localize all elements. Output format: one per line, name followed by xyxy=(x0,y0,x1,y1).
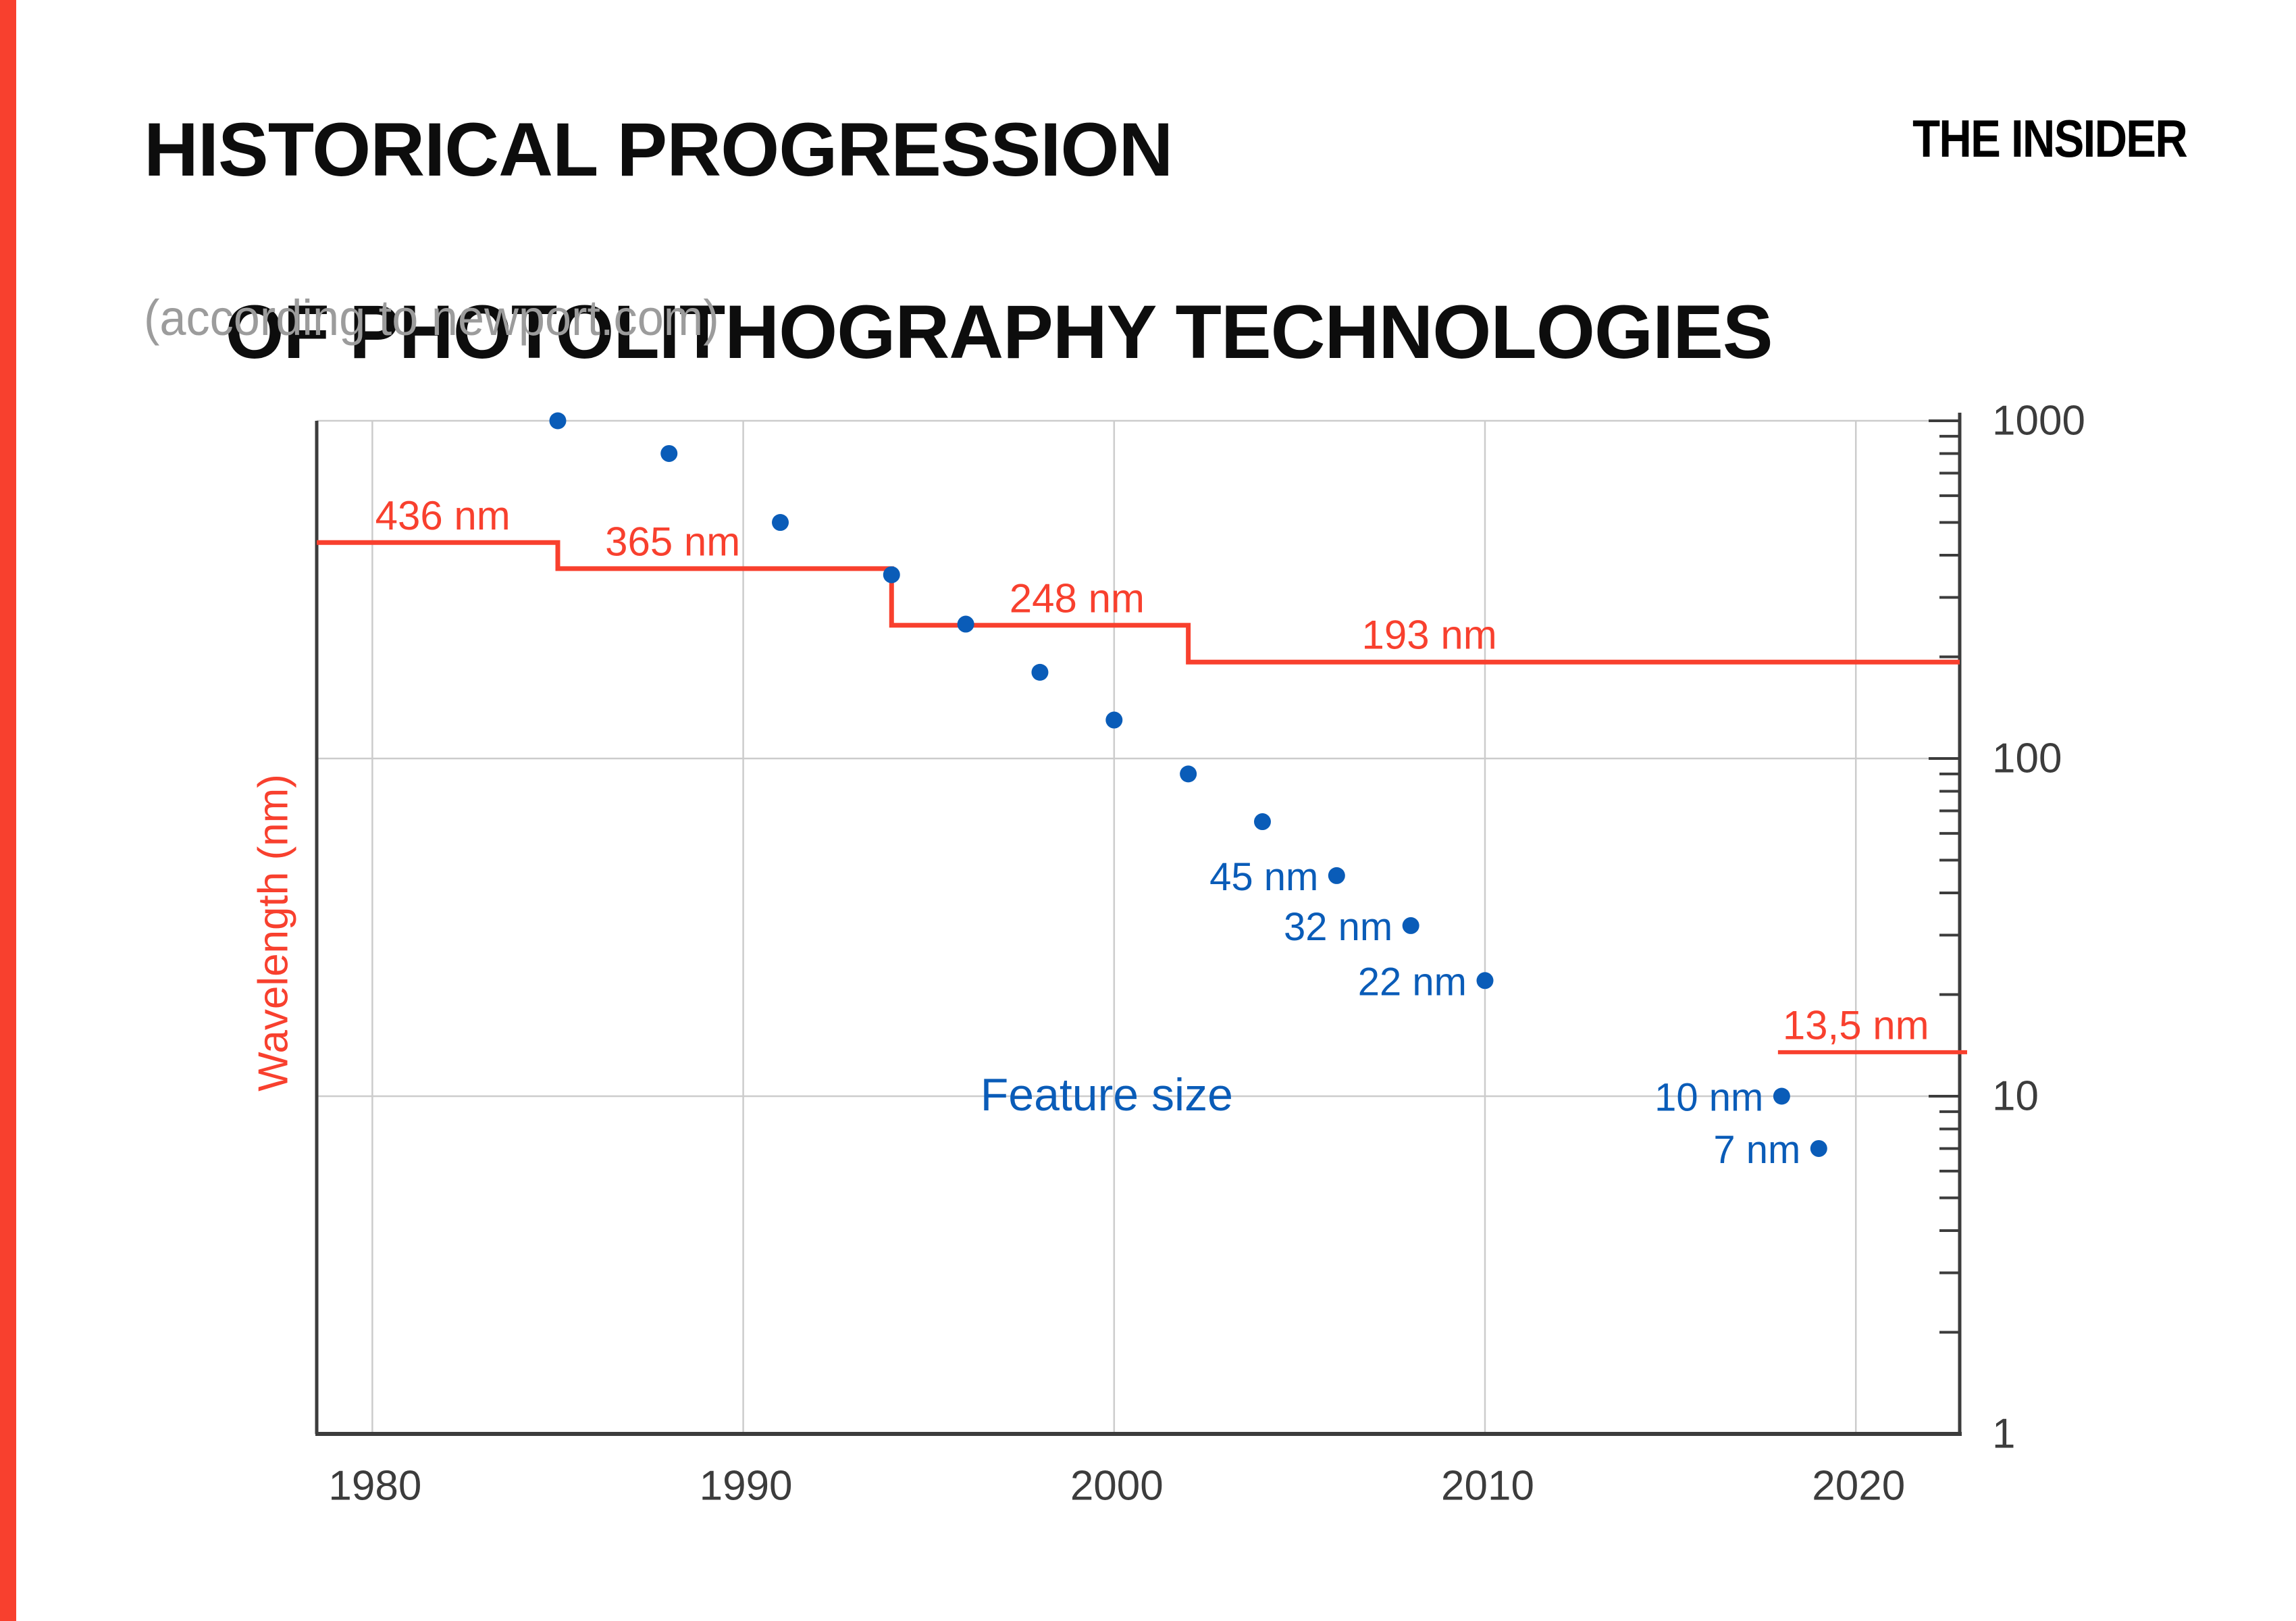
page-title: HISTORICAL PROGRESSION OF PHOTOLITHOGRAP… xyxy=(144,104,1773,469)
page-subtitle: (according to newport.com) xyxy=(144,290,719,346)
x-tick-label-2020: 2020 xyxy=(1812,1463,1905,1510)
y-tick-label-100: 100 xyxy=(1992,736,2062,782)
page-title-line1: HISTORICAL PROGRESSION xyxy=(144,107,1173,192)
wavelength-label-365nm: 365 nm xyxy=(605,519,740,564)
page-title-line2: OF PHOTOLITHOGRAPHY TECHNOLOGIES xyxy=(225,290,1773,374)
feature-size-dot-2004 xyxy=(1253,813,1271,831)
x-tick-label-1980: 1980 xyxy=(328,1463,421,1510)
wavelength-step-line xyxy=(317,540,1960,665)
wavelength-label-248nm: 248 nm xyxy=(1010,575,1145,621)
wavelength-label-135nm: 13,5 nm xyxy=(1783,1002,1929,1048)
feature-size-dot-2002 xyxy=(1180,765,1197,783)
feature-size-label-7nm: 7 nm xyxy=(1713,1128,1800,1172)
y-tick-label-10: 10 xyxy=(1992,1073,2039,1120)
y-tick-label-1000: 1000 xyxy=(1992,398,2085,444)
feature-size-label-10nm: 10 nm xyxy=(1654,1076,1763,1120)
feature-size-label-32nm: 32 nm xyxy=(1284,905,1392,949)
feature-size-dot-1998 xyxy=(1031,663,1049,681)
wavelength-label-193nm: 193 nm xyxy=(1362,613,1497,658)
x-tick-label-2000: 2000 xyxy=(1070,1463,1164,1510)
wavelength-axis-title: Wavelength (nm) xyxy=(251,774,297,1091)
feature-size-dot-1988 xyxy=(660,444,678,462)
feature-size-dot-2008 xyxy=(1402,917,1419,934)
feature-size-dot-1996 xyxy=(957,615,974,633)
wavelength-label-436nm: 436 nm xyxy=(375,493,511,538)
feature-size-dot-2018 xyxy=(1773,1087,1790,1105)
feature-size-dot-2019 xyxy=(1810,1139,1827,1157)
x-tick-label-1990: 1990 xyxy=(700,1463,793,1510)
y-tick-label-1: 1 xyxy=(1992,1411,2015,1458)
feature-size-dot-2010 xyxy=(1476,972,1494,989)
feature-size-series-label: Feature size xyxy=(981,1069,1233,1121)
feature-size-dot-1991 xyxy=(772,514,789,532)
feature-size-dot-2006 xyxy=(1328,867,1345,884)
brand-logo: THE INSIDER xyxy=(1912,109,2188,168)
feature-size-dot-1994 xyxy=(883,566,900,584)
x-tick-label-2010: 2010 xyxy=(1441,1463,1534,1510)
feature-size-dot-2000 xyxy=(1105,711,1123,729)
feature-size-label-45nm: 45 nm xyxy=(1209,855,1318,899)
feature-size-dot-1985 xyxy=(549,412,567,430)
left-accent-bar xyxy=(0,0,16,1621)
feature-size-label-22nm: 22 nm xyxy=(1358,960,1467,1004)
